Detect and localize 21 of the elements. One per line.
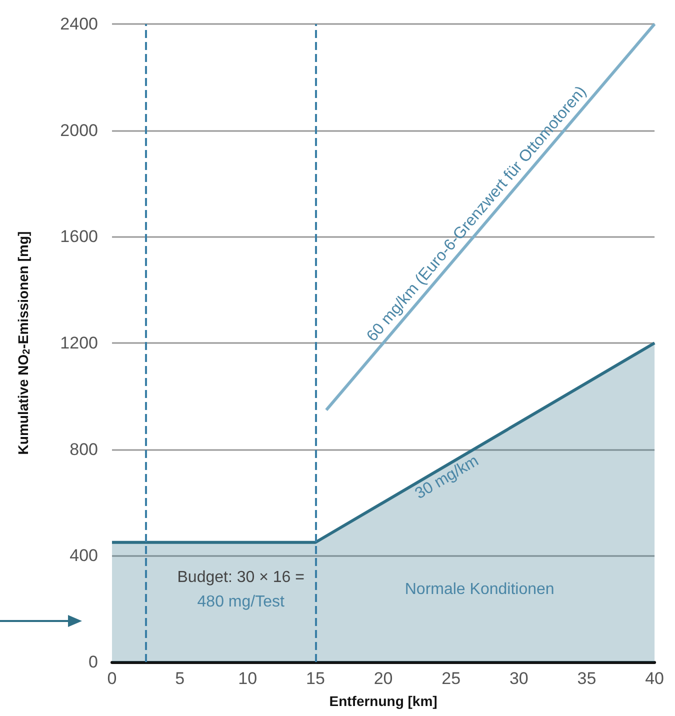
x-tick-label: 40 [645, 669, 664, 688]
x-tick-label: 10 [238, 669, 258, 688]
x-tick-label: 20 [374, 669, 393, 688]
y-axis-title: Kumulative NO2-Emissionen [mg] [15, 231, 32, 455]
y-tick-label: 400 [70, 546, 98, 566]
y-tick-label: 800 [70, 440, 98, 459]
annotation: 480 mg/Test [197, 594, 285, 611]
x-tick-label: 5 [175, 669, 185, 688]
x-tick-label: 0 [107, 669, 117, 688]
y-tick-label: 2000 [60, 120, 98, 140]
x-tick-label: 15 [306, 669, 325, 688]
annotation: Budget: 30 × 16 = [177, 568, 304, 586]
x-tick-label: 35 [577, 669, 596, 688]
y-tick-label: 1600 [60, 227, 98, 246]
y-tick-label: 2400 [60, 14, 98, 34]
x-tick-label: 30 [509, 669, 528, 688]
y-tick-label: 0 [88, 652, 98, 672]
annotation: Normale Konditionen [404, 580, 554, 598]
x-tick-label: 25 [442, 669, 461, 688]
y-tick-label: 1200 [60, 334, 98, 352]
x-axis-title: Entfernung [km] [329, 693, 438, 709]
